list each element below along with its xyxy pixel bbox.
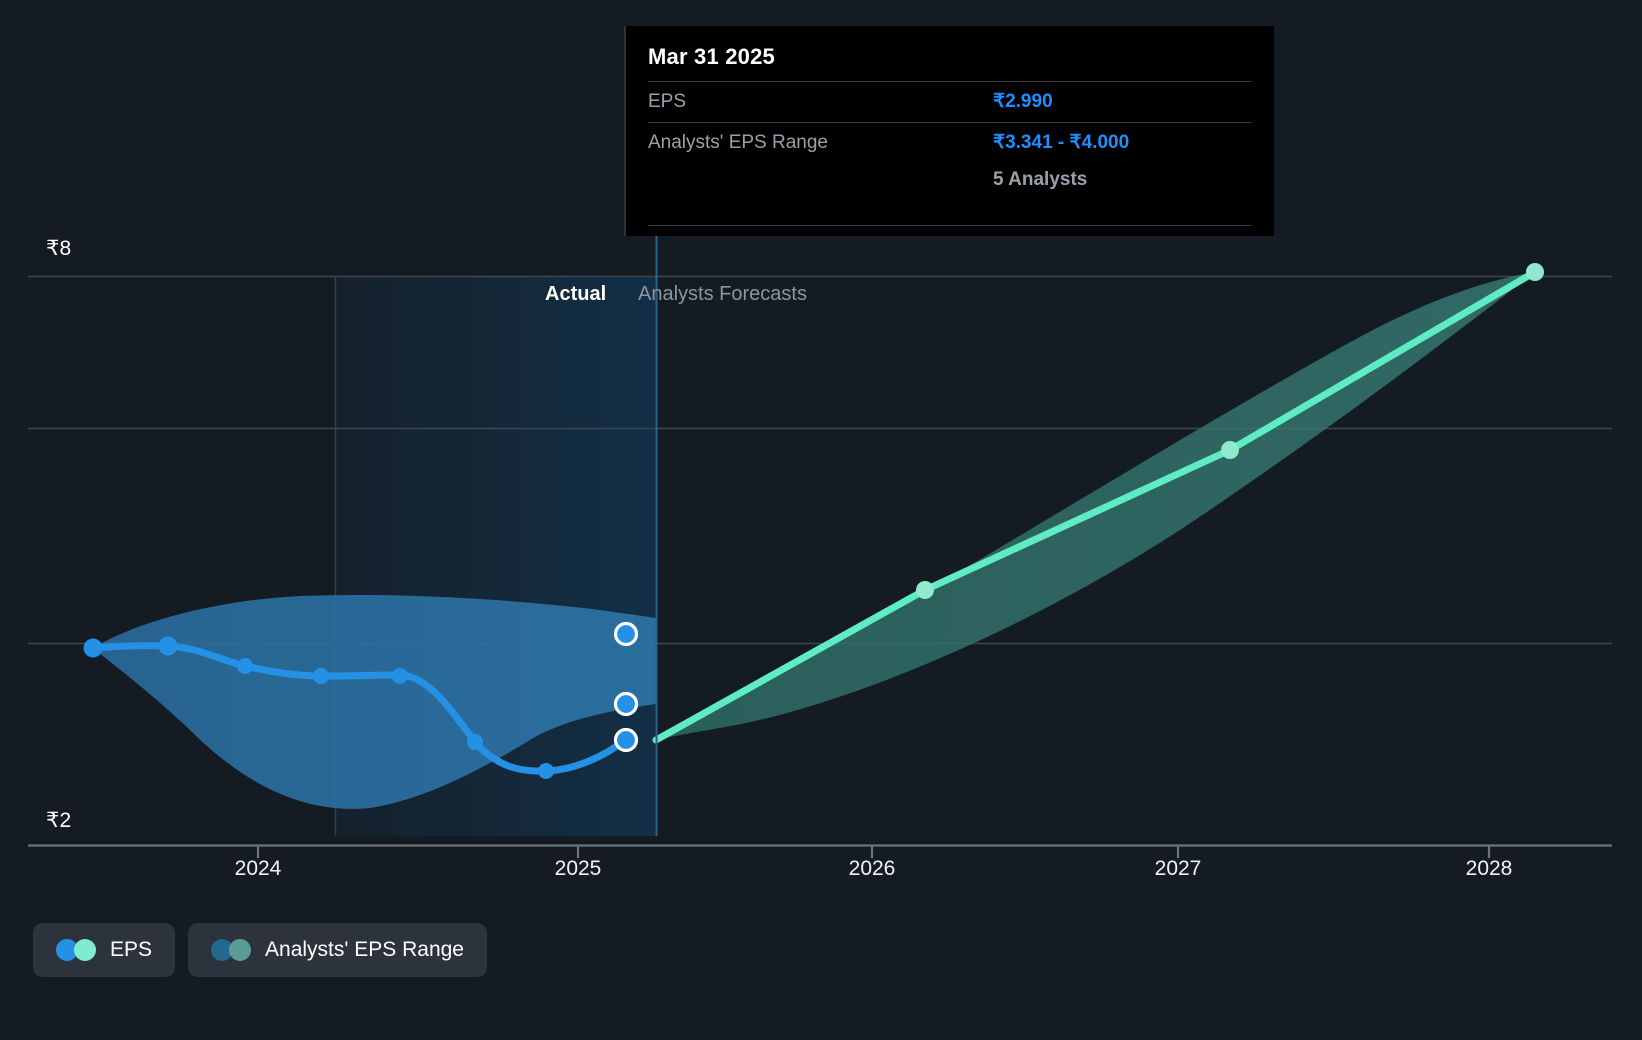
highlight-markers	[613, 621, 639, 753]
eps-actual-points	[83, 636, 554, 779]
tooltip-analyst-count: 5 Analysts	[993, 169, 1088, 190]
tooltip-range-high: ₹4.000	[1069, 132, 1130, 153]
tooltip-eps-label: EPS	[648, 91, 687, 112]
tooltip-range-low: ₹3.341	[993, 132, 1053, 153]
tooltip-range-label: Analysts' EPS Range	[648, 132, 828, 153]
tooltip-range-separator: -	[1057, 132, 1065, 153]
forecast-period-label: Analysts Forecasts	[638, 283, 807, 305]
legend-label-eps: EPS	[110, 938, 153, 961]
eps-forecast-line	[652, 268, 1539, 744]
highlight-range-low	[613, 691, 639, 717]
highlight-range-high	[613, 621, 639, 647]
actual-period-label: Actual	[545, 283, 607, 305]
chart-tooltip: Mar 31 2025 EPS ₹2.990 Analysts' EPS Ran…	[624, 26, 1274, 236]
analysts-range-band-actual	[93, 594, 656, 809]
legend-swatch-analysts-range-icon	[211, 939, 252, 961]
y-axis-label-bottom: ₹2	[46, 809, 72, 832]
x-axis-label-2025: 2025	[554, 857, 602, 880]
highlight-eps	[613, 727, 639, 753]
legend-swatch-eps-icon	[56, 939, 96, 961]
x-axis-label-2027: 2027	[1154, 857, 1202, 880]
x-axis-label-2024: 2024	[234, 857, 282, 880]
tooltip-range-value: ₹3.341 - ₹4.000	[993, 130, 1129, 156]
tooltip-eps-value: ₹2.990	[993, 91, 1053, 112]
legend-label-analysts-range: Analysts' EPS Range	[265, 938, 464, 961]
tooltip-footer-divider	[648, 225, 1252, 226]
legend-item-eps[interactable]: EPS	[33, 923, 176, 977]
legend-item-analysts-range[interactable]: Analysts' EPS Range	[188, 923, 487, 977]
analysts-range-band-forecast	[656, 272, 1535, 740]
x-axis-label-2028: 2028	[1465, 857, 1513, 880]
eps-forecast-points	[916, 263, 1544, 599]
x-axis-label-2026: 2026	[848, 857, 896, 880]
tooltip-title: Mar 31 2025	[648, 44, 775, 69]
x-axis	[28, 844, 1612, 858]
tooltip-row-range: Analysts' EPS Range ₹3.341 - ₹4.000	[648, 122, 1252, 163]
tooltip-row-eps: EPS ₹2.990	[648, 81, 1252, 122]
chart-legend: EPS Analysts' EPS Range	[33, 923, 487, 977]
y-axis-label-top: ₹8	[46, 237, 72, 260]
